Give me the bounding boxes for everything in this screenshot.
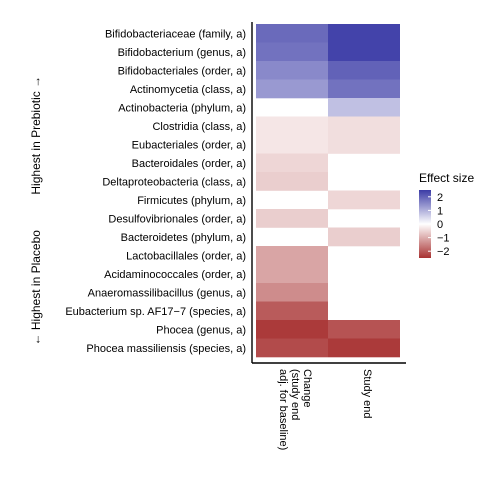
row-label: Acidaminococcales (order, a) (104, 269, 246, 281)
heatmap-cell (328, 116, 400, 136)
legend-tick-label: 0 (437, 219, 443, 231)
heatmap-cell (328, 98, 400, 117)
heatmap-cell (328, 79, 400, 99)
row-label: Bifidobacteriales (order, a) (118, 65, 246, 77)
row-label: Eubacterium sp. AF17−7 (species, a) (65, 306, 246, 318)
heatmap-cell (256, 338, 328, 358)
heatmap-cell (256, 116, 328, 136)
heatmap-cell (328, 42, 400, 62)
legend: Effect size 21 0 −1−2 (419, 171, 474, 258)
row-label: Clostridia (class, a) (152, 121, 246, 133)
heatmap-cell (256, 209, 328, 228)
row-label: Deltaproteobacteria (class, a) (102, 176, 246, 188)
heatmap-cells (256, 24, 400, 358)
row-label: Actinomycetia (class, a) (130, 84, 246, 96)
heatmap-cell (256, 61, 328, 80)
heatmap-cell (256, 264, 328, 284)
legend-tick-label: −2 (437, 246, 450, 258)
column-labels: Change(study endadj. for baseline) Study … (277, 369, 373, 450)
legend-title: Effect size (419, 171, 474, 185)
row-label: Firmicutes (phylum, a) (137, 195, 246, 207)
row-label: Bacteroidetes (phylum, a) (121, 232, 246, 244)
legend-ticks: 21 0 −1−2 (428, 192, 450, 258)
heatmap-cell (328, 320, 400, 339)
heatmap-cell (328, 227, 400, 247)
heatmap-cell (328, 190, 400, 210)
heatmap-cell (328, 135, 400, 154)
column-label: Change(study endadj. for baseline) (277, 369, 313, 450)
row-label: Desulfovibrionales (order, a) (108, 213, 246, 225)
row-label: Actinobacteria (phylum, a) (118, 102, 246, 114)
row-label: Bifidobacteriaceae (family, a) (105, 28, 246, 40)
heatmap-cell (256, 283, 328, 302)
side-label-top: Highest in Prebiotic → (29, 76, 43, 195)
side-label-bottom: ← Highest in Placebo (29, 230, 43, 346)
legend-colorbar (419, 190, 431, 258)
row-label: Anaeromassilibacillus (genus, a) (88, 287, 246, 299)
row-label: Eubacteriales (order, a) (132, 139, 246, 151)
row-labels: Bifidobacteriaceae (family, a) Bifidobact… (65, 28, 246, 355)
heatmap-cell (328, 61, 400, 80)
heatmap-cell (256, 153, 328, 173)
row-label: Bacteroidales (order, a) (132, 158, 246, 170)
heatmap-cell (328, 24, 400, 43)
heatmap-cell (256, 24, 328, 43)
row-label: Bifidobacterium (genus, a) (118, 47, 246, 59)
legend-tick-label: 2 (437, 192, 443, 204)
legend-tick-label: 1 (437, 205, 443, 217)
axes (251, 22, 406, 364)
column-label: Study end (361, 369, 373, 419)
heatmap-cell (256, 320, 328, 339)
heatmap-cell (256, 79, 328, 99)
heatmap-cell (256, 42, 328, 62)
heatmap-cell (328, 338, 400, 358)
heatmap-cell (256, 172, 328, 191)
heatmap-cell (256, 135, 328, 154)
legend-tick-label: −1 (437, 233, 450, 245)
row-label: Lactobacillales (order, a) (126, 250, 246, 262)
row-label: Phocea (genus, a) (156, 324, 246, 336)
heatmap-cell (256, 301, 328, 321)
heatmap-cell (256, 246, 328, 265)
row-label: Phocea massiliensis (species, a) (86, 343, 246, 355)
